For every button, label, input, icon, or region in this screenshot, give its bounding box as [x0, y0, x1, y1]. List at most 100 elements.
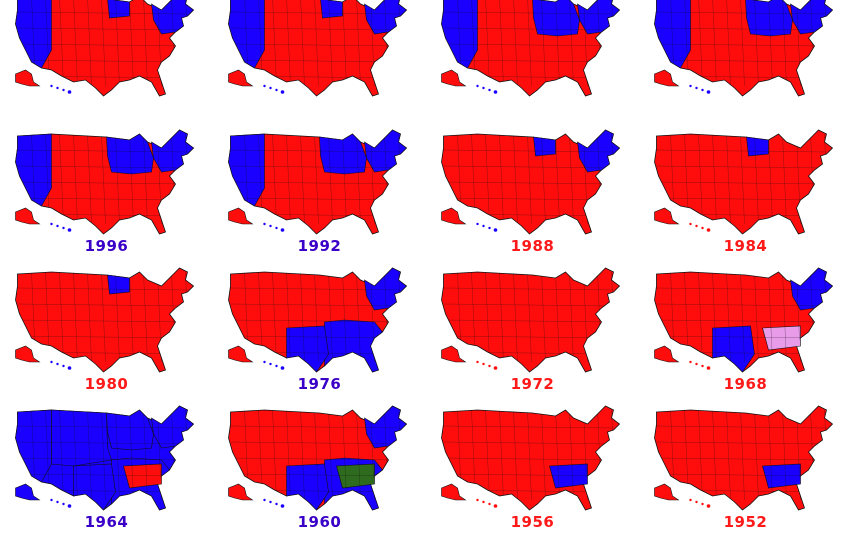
state-border — [143, 0, 148, 87]
state-border — [656, 27, 827, 31]
region-northeast — [577, 129, 620, 173]
state-border — [101, 271, 106, 363]
state-border — [300, 271, 305, 363]
state-border — [87, 0, 92, 87]
us-map-1976 — [228, 267, 408, 373]
hawaii-island — [50, 222, 53, 226]
state-border — [230, 11, 401, 15]
us-map-2012 — [654, 0, 834, 97]
hawaii-island — [488, 88, 491, 92]
state-border — [230, 197, 401, 201]
us-map-1952 — [654, 405, 834, 511]
year-label: 1968 — [723, 375, 768, 393]
state-border — [740, 133, 745, 225]
region-deepsouth — [549, 463, 588, 489]
state-border — [59, 271, 64, 363]
hawaii-island — [62, 88, 65, 92]
hawaii-island — [280, 90, 285, 94]
region-deepsouth — [762, 463, 801, 489]
map-cell-1996: 1996 — [0, 124, 213, 262]
hawaii-island — [476, 84, 479, 88]
hawaii-island — [488, 364, 491, 368]
state-border — [656, 197, 827, 201]
state-border — [17, 441, 188, 445]
hawaii-island — [275, 88, 278, 92]
state-border — [73, 0, 78, 87]
hawaii-island — [476, 498, 479, 502]
region-minnesota — [107, 274, 130, 295]
state-border — [314, 133, 319, 225]
region-minnesota — [320, 0, 343, 19]
state-border — [328, 0, 333, 87]
year-label: 1988 — [510, 237, 555, 255]
state-border — [443, 149, 614, 153]
state-border — [698, 133, 703, 225]
state-border — [698, 271, 703, 363]
state-border — [782, 133, 787, 225]
region-midwest — [745, 0, 793, 37]
state-border — [342, 0, 347, 87]
state-border — [342, 271, 347, 363]
region-deepsouth — [336, 463, 375, 489]
region-deepsouth — [762, 325, 801, 351]
state-border — [726, 133, 731, 225]
region-south — [324, 319, 383, 373]
hawaii-island — [280, 504, 285, 508]
hawaii-island — [488, 502, 491, 506]
state-border — [17, 303, 188, 307]
map-cell-1968: 1968 — [639, 262, 852, 400]
hawaii-island — [701, 226, 704, 230]
map-cell-2004 — [0, 0, 213, 124]
hawaii-island — [482, 362, 485, 366]
region-west — [228, 133, 265, 207]
us-map-1984 — [654, 129, 834, 235]
state-border — [230, 43, 401, 47]
state-border — [569, 271, 574, 363]
hawaii-island — [706, 366, 711, 370]
hawaii-island — [695, 362, 698, 366]
alaska-shape — [654, 483, 680, 501]
state-border — [754, 271, 759, 363]
state-border — [443, 303, 614, 307]
region-west — [15, 0, 52, 69]
state-border — [656, 43, 827, 47]
state-border — [59, 133, 64, 225]
hawaii-island — [56, 224, 59, 228]
state-border — [286, 0, 291, 87]
hawaii-island — [269, 362, 272, 366]
state-border — [499, 271, 504, 363]
year-label: 1956 — [510, 513, 555, 531]
hawaii-island — [701, 364, 704, 368]
hawaii-island — [56, 86, 59, 90]
state-border — [443, 43, 614, 47]
state-border — [513, 133, 518, 225]
state-border — [17, 165, 188, 169]
hawaii-island — [56, 362, 59, 366]
state-border — [230, 59, 401, 63]
state-border — [59, 0, 64, 87]
hawaii-island — [275, 364, 278, 368]
state-border — [17, 43, 188, 47]
state-border — [101, 133, 106, 225]
state-border — [230, 457, 401, 461]
us-map-1960 — [228, 405, 408, 511]
state-border — [443, 335, 614, 339]
state-border — [656, 287, 827, 291]
state-border — [513, 0, 518, 87]
region-minnesota — [107, 0, 130, 19]
hawaii-island — [67, 366, 72, 370]
state-border — [230, 473, 401, 477]
state-border — [17, 335, 188, 339]
region-texas — [712, 325, 755, 373]
alaska-shape — [441, 69, 467, 87]
state-border — [101, 0, 106, 87]
state-border — [230, 441, 401, 445]
state-border — [656, 473, 827, 477]
state-border — [499, 133, 504, 225]
alaska-shape — [15, 345, 41, 363]
mainland-shape — [654, 129, 834, 235]
hawaii-island — [50, 84, 53, 88]
alaska-shape — [654, 207, 680, 225]
year-label: 1952 — [723, 513, 768, 531]
